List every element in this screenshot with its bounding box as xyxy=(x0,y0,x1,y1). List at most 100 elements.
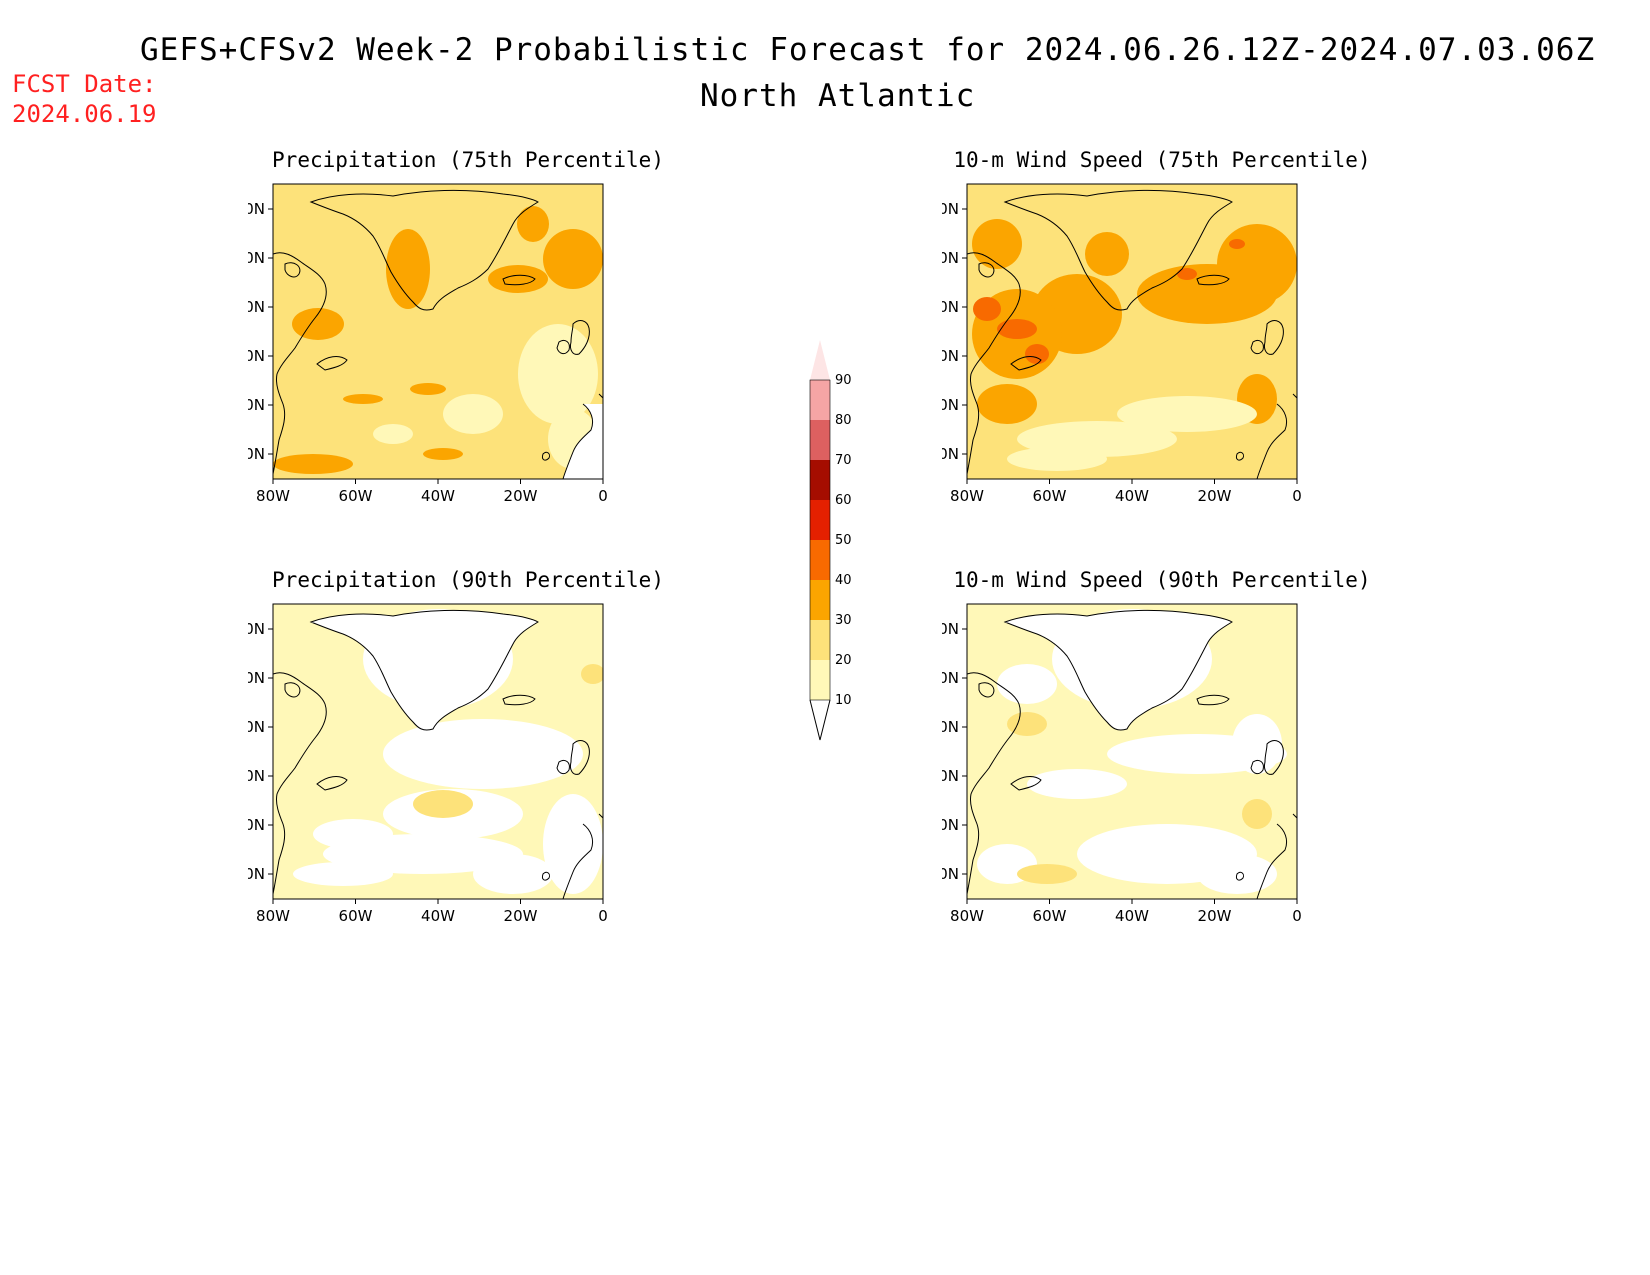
lon-tick-label: 80W xyxy=(950,907,984,925)
coastline xyxy=(502,694,536,706)
panel-title: 10-m Wind Speed (75th Percentile) xyxy=(953,148,1371,172)
colorbar-label: 40 xyxy=(835,573,852,588)
lat-tick-label: 50N xyxy=(248,767,265,785)
lat-tick-label: 70N xyxy=(942,669,959,687)
coastline xyxy=(570,320,590,355)
below-threshold-region xyxy=(383,719,583,789)
coastline xyxy=(1256,403,1288,479)
lat-tick-label: 40N xyxy=(942,816,959,834)
colorbar-legend: 90 80 70 60 50 40 30 20 10 xyxy=(805,335,885,745)
probability-contour-region xyxy=(997,319,1037,339)
probability-contour-region xyxy=(343,394,383,404)
fcst-date-value: 2024.06.19 xyxy=(12,100,157,128)
lon-tick-label: 60W xyxy=(1033,907,1067,925)
coastline xyxy=(1236,871,1244,881)
coastline xyxy=(556,759,570,775)
colorbar-tip-bottom xyxy=(809,699,831,741)
coastline xyxy=(309,609,539,731)
coastline xyxy=(598,393,603,399)
coastline xyxy=(1250,339,1264,355)
below-threshold-region xyxy=(1232,714,1282,774)
colorbar-swatch-60 xyxy=(810,500,830,540)
coastline xyxy=(284,262,301,278)
map-plot: 80N 70N 60N 50N 40N 30N 80W 60W 40W 20W 0 xyxy=(942,183,1302,505)
probability-contour-region xyxy=(1085,232,1129,276)
lon-tick-label: 20W xyxy=(504,487,538,505)
coastline xyxy=(967,252,1021,475)
colorbar-label: 20 xyxy=(835,653,852,668)
coastline xyxy=(978,262,995,278)
coastline xyxy=(1196,274,1230,286)
below-threshold-region xyxy=(1027,769,1127,799)
lon-tick-label: 40W xyxy=(421,907,455,925)
map-plot: 80N 70N 60N 50N 40N 30N 80W 60W 40W 20W 0 xyxy=(248,603,608,925)
colorbar-label: 30 xyxy=(835,613,852,628)
lat-tick-label: 80N xyxy=(942,200,959,218)
chart-subtitle: North Atlantic xyxy=(700,78,976,114)
map-plot: 80N 70N 60N 50N 40N 30N 80W 60W 40W 20W 0 xyxy=(942,603,1302,925)
lon-tick-label: 0 xyxy=(1292,907,1302,925)
probability-contour-region xyxy=(373,424,413,444)
coastline xyxy=(273,672,327,895)
lat-tick-label: 70N xyxy=(248,669,265,687)
map-panel-wind-90: 10-m Wind Speed (90th Percentile) 80N 70N… xyxy=(942,568,1371,928)
coastline xyxy=(598,813,603,819)
lon-tick-label: 60W xyxy=(1033,487,1067,505)
probability-contour-region xyxy=(1217,224,1297,304)
coastline xyxy=(1264,740,1284,775)
colorbar-swatches xyxy=(809,340,831,741)
lat-tick-label: 80N xyxy=(248,620,265,638)
lat-tick-label: 60N xyxy=(942,718,959,736)
coastline xyxy=(1010,356,1042,371)
coastline xyxy=(284,682,301,698)
coastline xyxy=(316,776,348,791)
lat-tick-label: 30N xyxy=(942,445,959,463)
lon-tick-label: 40W xyxy=(1115,907,1149,925)
coastline xyxy=(1256,823,1288,899)
coastline xyxy=(978,682,995,698)
below-threshold-region xyxy=(293,862,393,886)
coastline xyxy=(1264,320,1284,355)
lon-tick-label: 80W xyxy=(256,907,290,925)
probability-contour-region xyxy=(1242,799,1272,829)
probability-contour-region xyxy=(443,394,503,434)
coastline xyxy=(309,189,539,311)
below-threshold-region xyxy=(313,819,393,849)
lat-tick-label: 50N xyxy=(248,347,265,365)
below-threshold-region xyxy=(997,664,1057,704)
lon-tick-label: 20W xyxy=(504,907,538,925)
fcst-date-label: FCST Date: xyxy=(12,70,157,98)
lat-tick-label: 70N xyxy=(942,249,959,267)
colorbar-swatch-50 xyxy=(810,540,830,580)
probability-contour-region xyxy=(1007,712,1047,736)
map-panel-precip-75: Precipitation (75th Percentile) 80N 70N 60… xyxy=(248,148,668,508)
lat-tick-label: 30N xyxy=(248,865,265,883)
greenland-region xyxy=(1005,610,1232,731)
lat-tick-label: 50N xyxy=(942,347,959,365)
below-threshold-region xyxy=(543,794,603,894)
probability-contour-region xyxy=(413,790,473,818)
coastline xyxy=(1003,189,1233,311)
probability-contour-region xyxy=(423,448,463,460)
probability-contour-region xyxy=(977,384,1037,424)
lon-tick-label: 80W xyxy=(950,487,984,505)
coastline xyxy=(570,740,590,775)
lon-tick-label: 20W xyxy=(1198,907,1232,925)
below-threshold-region xyxy=(473,854,553,894)
lon-tick-label: 40W xyxy=(1115,487,1149,505)
coastline xyxy=(1250,759,1264,775)
coastline xyxy=(562,403,594,479)
lon-tick-label: 20W xyxy=(1198,487,1232,505)
probability-contour-region xyxy=(581,664,603,684)
map-panel-wind-75: 10-m Wind Speed (75th Percentile) 80N 70N… xyxy=(942,148,1371,508)
panel-title: Precipitation (90th Percentile) xyxy=(272,568,664,592)
lon-tick-label: 0 xyxy=(598,487,608,505)
lat-tick-label: 80N xyxy=(942,620,959,638)
coastline xyxy=(967,672,1021,895)
probability-contour-region xyxy=(973,297,1001,321)
lat-tick-label: 40N xyxy=(942,396,959,414)
colorbar-swatch-90 xyxy=(810,380,830,420)
chart-title: GEFS+CFSv2 Week-2 Probabilistic Forecast… xyxy=(140,32,1596,68)
colorbar-label: 80 xyxy=(835,413,852,428)
coastline xyxy=(556,339,570,355)
